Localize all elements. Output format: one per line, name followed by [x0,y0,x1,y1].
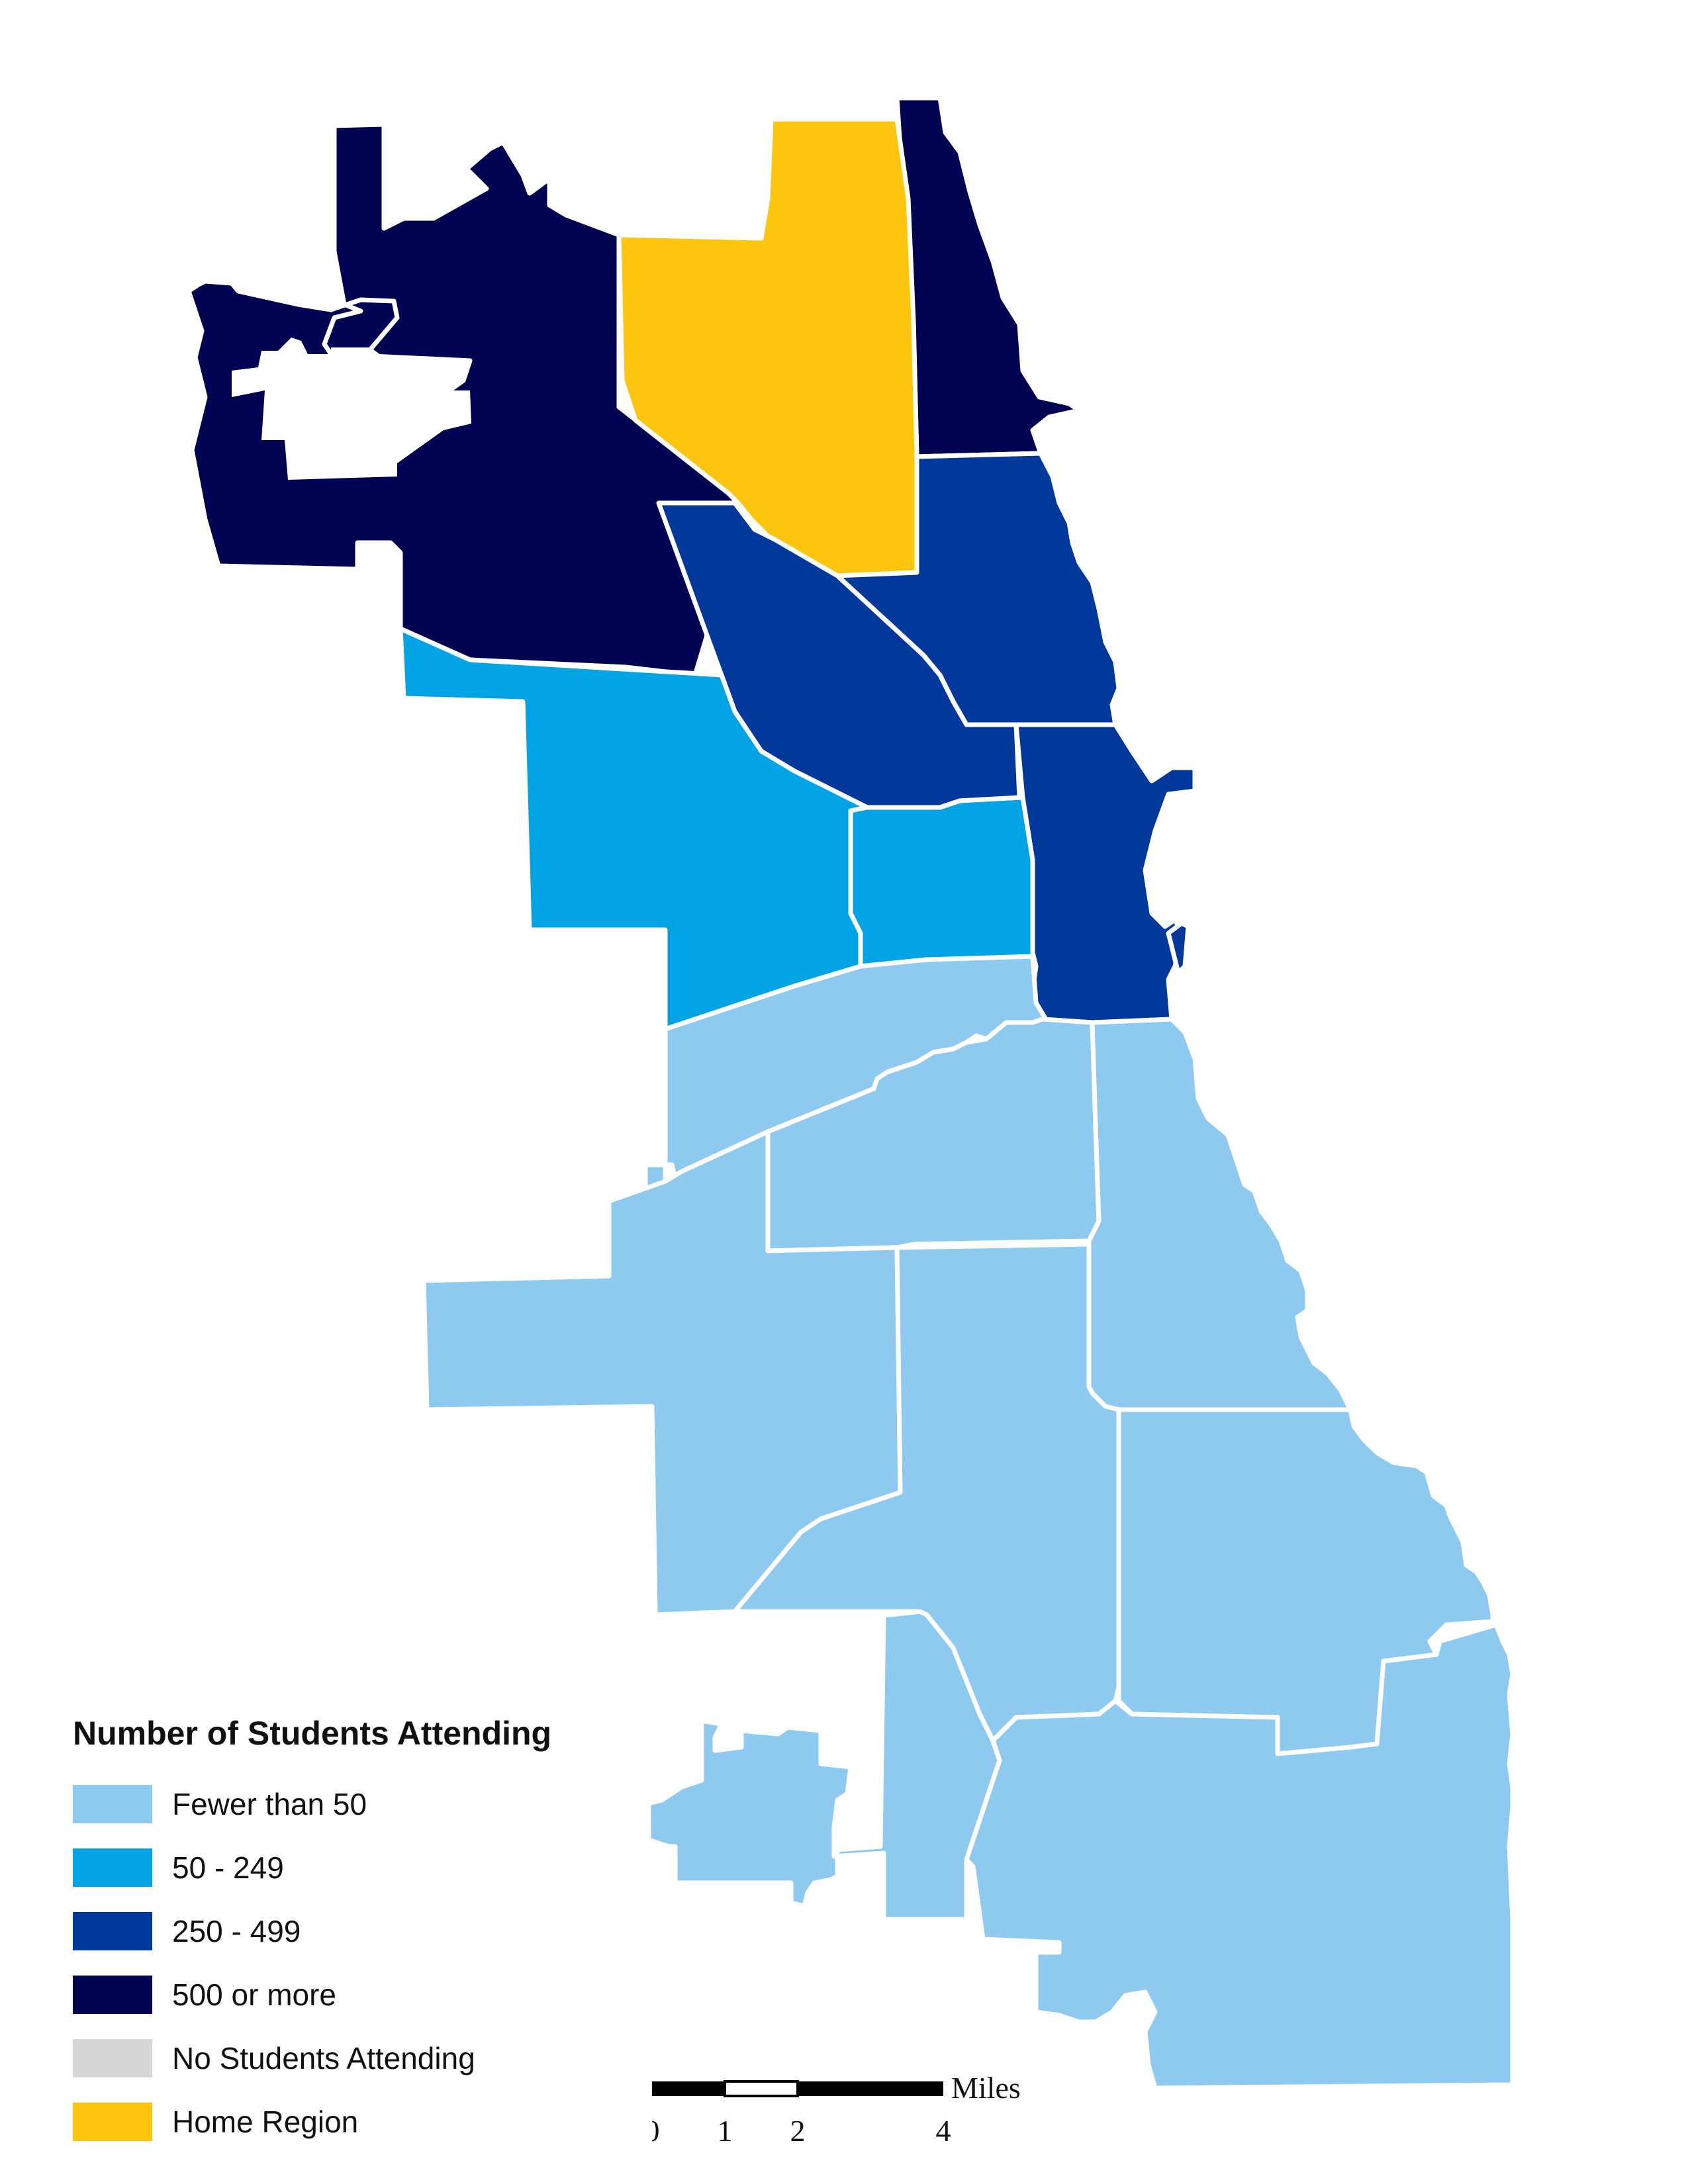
excluded-area [232,338,471,480]
legend-swatch [73,2103,152,2141]
legend-item-no-students: No Students Attending [73,2026,669,2090]
scale-segment [652,2081,725,2096]
legend-swatch [73,1785,152,1823]
legend-item-500-or-more: 500 or more [73,1963,669,2026]
region-central-lakefront [1013,722,1197,1025]
legend-label: 250 - 499 [172,1914,301,1948]
scale-tick-label: 2 [790,2114,806,2148]
region-far-southwest [646,1609,1002,1922]
region-north-central [616,116,919,578]
legend-swatch [73,1848,152,1887]
region-south-central-upper [765,1017,1102,1253]
scale-tick-label: 1 [718,2114,733,2148]
legend-item-50-249: 50 - 249 [73,1836,669,1899]
scale-unit: Miles [951,2075,1021,2105]
scale-tick-label: 4 [936,2114,951,2148]
scale-bar: Miles 0 1 2 4 [652,2075,1021,2148]
legend-item-fewer-than-50: Fewer than 50 [73,1772,669,1836]
legend-label: Fewer than 50 [172,1787,367,1821]
region-far-north-lakefront [894,95,1082,459]
legend-item-250-499: 250 - 499 [73,1899,669,1963]
legend-swatch [73,1976,152,2014]
legend-item-home-region: Home Region [73,2090,669,2154]
scale-segment [798,2081,943,2096]
scale-tick-label: 0 [652,2114,660,2148]
region-far-south [964,1622,1515,2091]
legend-swatch [73,1912,152,1950]
region-lakefront-fragment [1166,921,1191,976]
scale-segment [724,2080,799,2097]
legend-title: Number of Students Attending [73,1715,552,1752]
legend-label: 50 - 249 [172,1850,284,1885]
legend-label: 500 or more [172,1978,337,2012]
legend-swatch [73,2039,152,2077]
legend: Number of Students Attending Fewer than … [73,1714,669,2154]
legend-label: No Students Attending [172,2041,475,2075]
region-south-lakefront-upper [1086,1017,1353,1412]
legend-label: Home Region [172,2105,359,2139]
